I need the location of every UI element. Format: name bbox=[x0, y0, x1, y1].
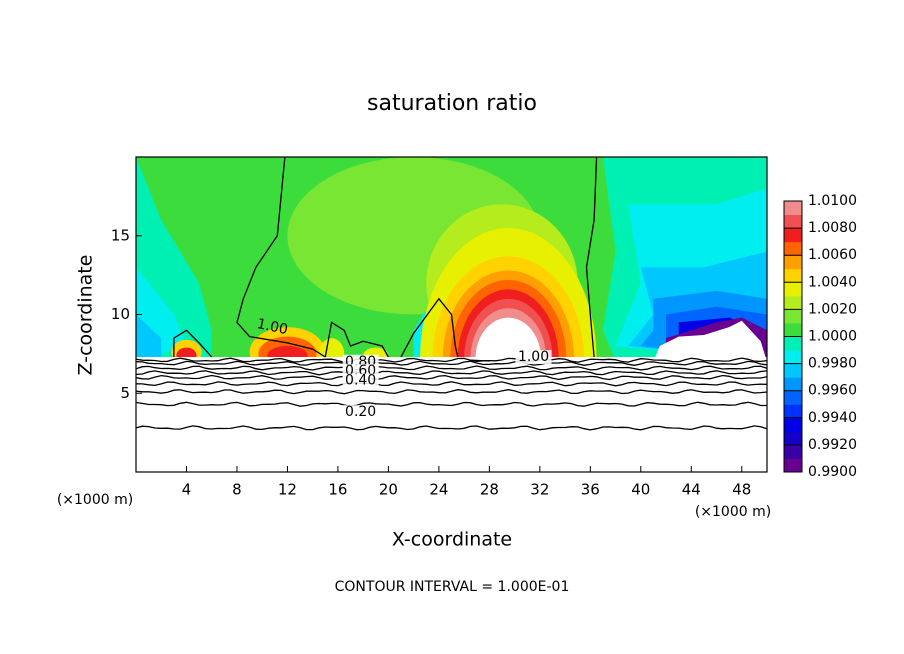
colorbar-swatch bbox=[784, 431, 802, 446]
colorbar-tick-label: 1.0040 bbox=[808, 274, 857, 290]
y-tick-label: 5 bbox=[120, 384, 130, 402]
colorbar-tick-label: 0.9980 bbox=[808, 356, 857, 372]
x-tick-label: 40 bbox=[631, 481, 650, 499]
x-tick-label: 44 bbox=[682, 481, 701, 499]
colorbar-tick-label: 0.9920 bbox=[808, 437, 857, 453]
x-tick-label: 24 bbox=[429, 481, 448, 499]
contour-line bbox=[136, 389, 767, 395]
x-tick-label: 20 bbox=[379, 481, 398, 499]
field bbox=[136, 157, 767, 472]
contour-label: 0.20 bbox=[345, 404, 376, 420]
field-blank bbox=[653, 320, 767, 362]
field-region bbox=[475, 317, 542, 359]
colorbar-swatch bbox=[784, 295, 802, 310]
y-tick-label: 15 bbox=[111, 226, 130, 244]
x-tick-label: 12 bbox=[278, 481, 297, 499]
field-blank bbox=[136, 357, 767, 472]
footnote: CONTOUR INTERVAL = 1.000E-01 bbox=[335, 579, 570, 595]
colorbar-swatch bbox=[784, 417, 802, 432]
colorbar-tick-label: 0.9960 bbox=[808, 383, 857, 399]
y-tick-label: 10 bbox=[111, 305, 130, 323]
contour-line bbox=[324, 321, 389, 358]
colorbar-tick-label: 0.9900 bbox=[808, 464, 857, 480]
x-unit-label: (×1000 m) bbox=[695, 504, 771, 520]
x-unit-label: (×1000 m) bbox=[57, 492, 133, 508]
colorbar-swatch bbox=[784, 458, 802, 473]
colorbar-tick-label: 1.0100 bbox=[808, 193, 857, 209]
contour-line bbox=[400, 297, 459, 358]
chart-title: saturation ratio bbox=[367, 91, 537, 116]
colorbar-tick-label: 0.9940 bbox=[808, 410, 857, 426]
contour-label: 1.00 bbox=[518, 349, 549, 365]
colorbar-swatch bbox=[784, 363, 802, 378]
contour-label-bg bbox=[342, 405, 379, 420]
y-axis-label: Z-coordinate bbox=[75, 255, 97, 376]
colorbar-swatch bbox=[784, 214, 802, 229]
colorbar-swatch bbox=[784, 350, 802, 365]
contour-line bbox=[136, 374, 767, 381]
colorbar-swatch bbox=[784, 268, 802, 283]
contour-line bbox=[136, 381, 767, 387]
colorbar-tick-label: 1.0060 bbox=[808, 247, 857, 263]
colorbar-swatch bbox=[784, 282, 802, 297]
colorbar-swatch bbox=[784, 377, 802, 392]
contour-line bbox=[136, 401, 767, 407]
colorbar-swatch bbox=[784, 336, 802, 351]
contour-label: 0.40 bbox=[345, 373, 376, 389]
contour-line bbox=[136, 360, 767, 366]
colorbar-swatch bbox=[784, 228, 802, 243]
field-region bbox=[136, 314, 162, 362]
contours: 1.000.800.600.400.201.00 bbox=[136, 157, 767, 431]
contour-line bbox=[173, 329, 213, 358]
contour-line bbox=[236, 157, 326, 358]
x-tick-label: 16 bbox=[328, 481, 347, 499]
contour-line bbox=[136, 365, 767, 371]
contour-line bbox=[585, 157, 598, 358]
x-tick-label: 48 bbox=[732, 481, 751, 499]
colorbar-tick-label: 1.0020 bbox=[808, 301, 857, 317]
colorbar-swatch bbox=[784, 201, 802, 216]
contour-line bbox=[136, 370, 767, 376]
contour-label-bg bbox=[515, 350, 552, 365]
contour-label-bg bbox=[342, 373, 379, 388]
contour-line bbox=[136, 425, 767, 431]
x-tick-label: 4 bbox=[182, 481, 192, 499]
x-axis-label: X-coordinate bbox=[392, 529, 512, 551]
x-tick-label: 28 bbox=[480, 481, 499, 499]
colorbar-swatch bbox=[784, 404, 802, 419]
colorbar-swatch bbox=[784, 322, 802, 337]
x-tick-label: 8 bbox=[232, 481, 242, 499]
colorbar-tick-label: 1.0080 bbox=[808, 220, 857, 236]
colorbar-swatch bbox=[784, 241, 802, 256]
x-tick-label: 32 bbox=[530, 481, 549, 499]
colorbar-swatch bbox=[784, 444, 802, 459]
x-tick-label: 36 bbox=[581, 481, 600, 499]
contour-line bbox=[136, 357, 767, 363]
colorbar-swatch bbox=[784, 255, 802, 270]
colorbar-tick-label: 1.0000 bbox=[808, 329, 857, 345]
contour-label: 1.00 bbox=[255, 316, 289, 338]
colorbar-swatch bbox=[784, 309, 802, 324]
colorbar-swatch bbox=[784, 390, 802, 405]
